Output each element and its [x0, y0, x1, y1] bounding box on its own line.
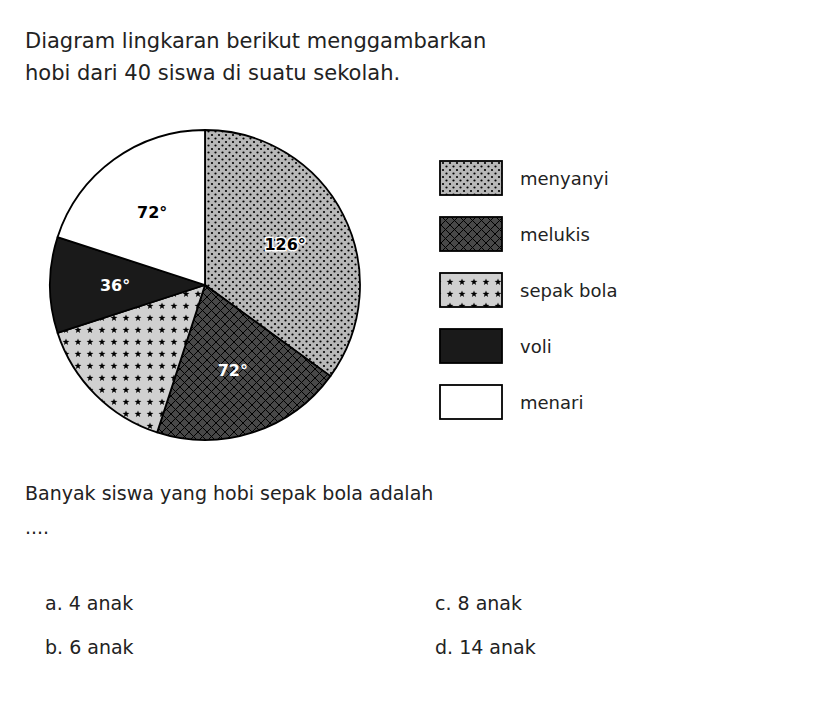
legend-label: melukis [520, 224, 590, 245]
data-label: 72° [218, 361, 248, 380]
legend-label: voli [520, 336, 552, 357]
question: .... [25, 516, 49, 538]
data-label: 36° [100, 276, 130, 295]
data-label: 72° [137, 203, 167, 222]
option: b. 6 anak [45, 636, 134, 658]
data-labels: 126° 72° 36° 72° [100, 203, 306, 380]
title: Diagram lingkaran berikut menggambarkan [25, 29, 486, 53]
legend-label: sepak bola [520, 280, 618, 301]
legend-label: menyanyi [520, 168, 609, 189]
legend-swatch [440, 329, 502, 363]
data-label: 126° [264, 235, 305, 254]
chart-container: Diagram lingkaran berikut menggambarkan h… [0, 0, 835, 715]
legend: menyanyi melukis sepak bola voli menari [440, 161, 618, 419]
legend-swatch [440, 217, 502, 251]
question: Banyak siswa yang hobi sepak bola adalah [25, 482, 433, 504]
option: d. 14 anak [435, 636, 536, 658]
annotations: Banyak siswa yang hobi sepak bola adalah… [25, 482, 536, 658]
background [0, 0, 835, 715]
legend-label: menari [520, 392, 583, 413]
legend-swatch [440, 273, 502, 307]
option: c. 8 anak [435, 592, 522, 614]
chart: Diagram lingkaran berikut menggambarkan h… [0, 0, 835, 715]
option: a. 4 anak [45, 592, 133, 614]
subtitle: hobi dari 40 siswa di suatu sekolah. [25, 61, 400, 85]
legend-swatch [440, 385, 502, 419]
legend-swatch [440, 161, 502, 195]
pie-slice [58, 130, 205, 285]
pie [50, 130, 360, 440]
